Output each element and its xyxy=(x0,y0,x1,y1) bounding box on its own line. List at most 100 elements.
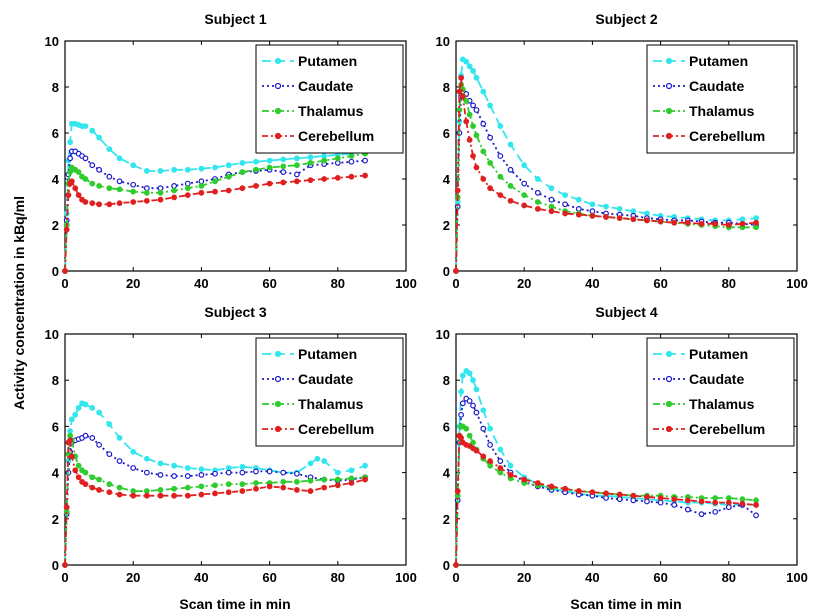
data-point-thalamus xyxy=(106,185,113,192)
y-tick-label: 8 xyxy=(52,373,59,388)
data-point-cerebellum xyxy=(470,153,476,159)
data-point-putamen xyxy=(143,168,150,174)
data-point-cerebellum xyxy=(62,268,68,274)
data-point-caudate xyxy=(630,497,637,504)
data-point-putamen xyxy=(82,123,89,129)
data-point-cerebellum xyxy=(458,74,465,81)
x-tick-label: 40 xyxy=(585,570,599,585)
data-point-cerebellum xyxy=(463,118,470,125)
data-point-putamen xyxy=(644,210,650,217)
data-point-caudate xyxy=(534,189,541,196)
data-point-cerebellum xyxy=(239,488,246,494)
data-point-cerebellum xyxy=(453,562,459,568)
legend-label: Thalamus xyxy=(298,103,364,119)
data-point-cerebellum xyxy=(225,489,232,496)
legend-label: Putamen xyxy=(298,346,357,362)
y-tick-label: 8 xyxy=(443,80,450,95)
data-point-putamen xyxy=(473,74,480,81)
data-point-thalamus xyxy=(487,159,494,166)
legend-label: Thalamus xyxy=(298,396,364,412)
data-point-cerebellum xyxy=(334,482,341,489)
data-point-caudate xyxy=(293,470,300,477)
data-point-caudate xyxy=(212,470,218,477)
data-point-thalamus xyxy=(171,485,178,492)
data-point-cerebellum xyxy=(89,200,96,207)
data-point-thalamus xyxy=(184,185,191,192)
x-tick-label: 40 xyxy=(194,570,208,585)
data-point-putamen xyxy=(321,458,328,464)
data-point-caudate xyxy=(198,472,205,478)
data-point-thalamus xyxy=(534,199,541,205)
series-cerebellum xyxy=(62,437,368,568)
data-point-caudate xyxy=(575,205,582,212)
data-point-putamen xyxy=(507,462,514,469)
x-tick-label: 60 xyxy=(262,276,276,291)
data-point-cerebellum xyxy=(725,222,732,228)
data-point-caudate xyxy=(684,506,691,513)
data-point-thalamus xyxy=(280,163,287,170)
data-point-cerebellum xyxy=(562,485,569,492)
data-point-cerebellum xyxy=(184,492,191,499)
data-point-cerebellum xyxy=(603,214,609,220)
axes-frame xyxy=(455,40,798,272)
data-point-putamen xyxy=(463,58,470,65)
data-point-cerebellum xyxy=(130,199,137,205)
axes-frame xyxy=(64,40,407,272)
data-point-cerebellum xyxy=(712,220,719,227)
legend-label: Cerebellum xyxy=(689,128,765,144)
y-tick-label: 8 xyxy=(443,373,450,388)
legend-label: Caudate xyxy=(298,78,353,94)
data-point-putamen xyxy=(75,405,82,411)
data-point-caudate xyxy=(334,159,341,166)
data-point-cerebellum xyxy=(521,476,528,483)
data-point-cerebellum xyxy=(473,164,480,171)
data-point-thalamus xyxy=(116,484,123,491)
data-point-caudate xyxy=(171,473,178,479)
y-tick-label: 2 xyxy=(443,218,450,233)
data-point-putamen xyxy=(314,455,321,462)
legend-marker-putamen xyxy=(665,350,673,358)
legend-label: Putamen xyxy=(689,346,748,362)
data-point-thalamus xyxy=(507,182,514,189)
data-point-thalamus xyxy=(348,475,355,482)
subplot-title: Subject 1 xyxy=(204,11,266,27)
x-tick-label: 80 xyxy=(331,570,345,585)
data-point-putamen xyxy=(68,416,75,423)
data-point-cerebellum xyxy=(454,488,461,494)
data-point-caudate xyxy=(473,409,480,416)
data-point-caudate xyxy=(589,208,596,215)
data-point-caudate xyxy=(171,182,178,189)
data-point-putamen xyxy=(548,185,555,192)
data-point-caudate xyxy=(82,155,89,162)
data-point-putamen xyxy=(466,370,473,377)
y-tick-label: 0 xyxy=(443,558,450,573)
data-point-putamen xyxy=(171,166,178,173)
data-point-thalamus xyxy=(725,495,732,501)
legend-marker-caudate xyxy=(274,375,282,383)
data-point-caudate xyxy=(480,120,487,127)
data-point-putamen xyxy=(534,176,541,182)
data-point-putamen xyxy=(89,127,96,134)
x-tick-label: 80 xyxy=(331,276,345,291)
data-point-putamen xyxy=(470,377,476,384)
legend-label: Caudate xyxy=(689,371,744,387)
data-point-putamen xyxy=(458,388,465,395)
data-point-caudate xyxy=(266,468,273,475)
data-point-thalamus xyxy=(470,123,476,129)
subplot-title: Subject 3 xyxy=(204,304,266,320)
y-tick-label: 6 xyxy=(52,419,59,434)
data-point-putamen xyxy=(470,67,476,74)
legend-label: Thalamus xyxy=(689,103,755,119)
series-line-thalamus xyxy=(64,152,366,272)
data-point-putamen xyxy=(753,215,759,222)
legend-marker-caudate xyxy=(274,82,282,90)
data-point-caudate xyxy=(562,201,569,208)
data-point-thalamus xyxy=(497,173,504,180)
data-point-cerebellum xyxy=(157,492,164,499)
data-point-caudate xyxy=(671,502,678,508)
legend-label: Cerebellum xyxy=(298,128,374,144)
data-point-cerebellum xyxy=(630,216,637,223)
data-point-putamen xyxy=(487,102,494,109)
data-point-cerebellum xyxy=(575,211,582,218)
